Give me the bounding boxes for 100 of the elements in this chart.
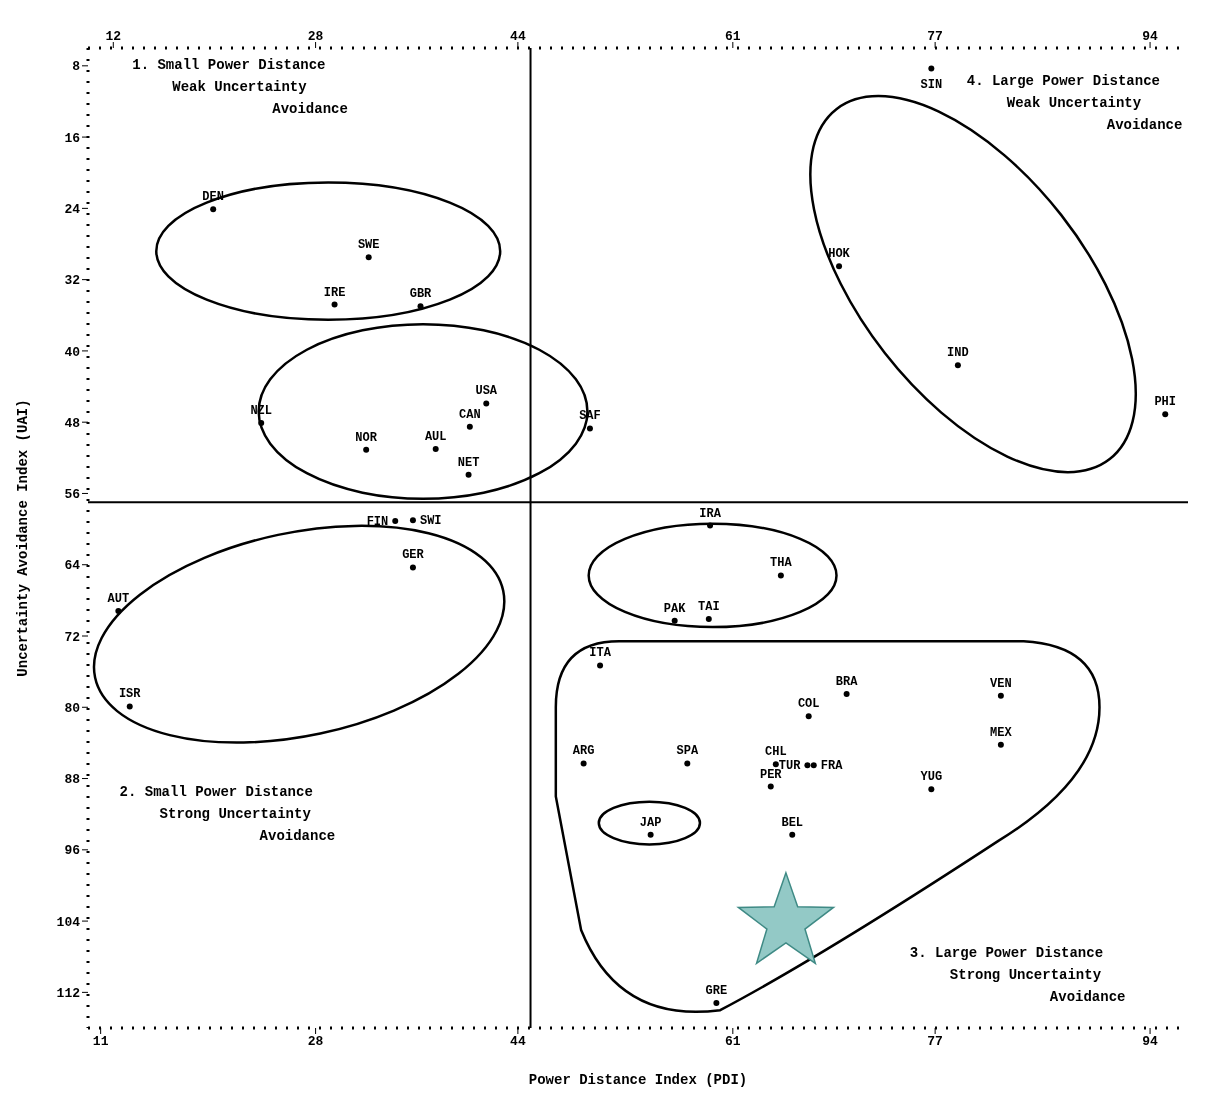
data-label: TAI [698, 600, 720, 615]
data-label: FIN [366, 515, 389, 530]
point [713, 1000, 720, 1007]
y-tick-label: 40 [64, 344, 81, 360]
data-label: ITA [589, 646, 612, 661]
x-tick-label: 28 [307, 1034, 324, 1050]
x-axis-title: Power Distance Index (PDI) [528, 1072, 748, 1088]
point [789, 831, 796, 838]
point [466, 423, 473, 430]
annotation: 3. Large Power Distance Strong Uncertainty Avoidance [909, 944, 1126, 1005]
y-tick-label: 112 [56, 985, 81, 1001]
data-label: COL [797, 697, 820, 712]
y-tick-label: 96 [64, 843, 81, 859]
x2-tick-label: 77 [927, 29, 943, 44]
x2-tick-label: 61 [725, 29, 741, 44]
data-label: GBR [409, 287, 433, 302]
point [432, 445, 439, 452]
point [483, 400, 490, 407]
y-tick-label: 56 [64, 487, 81, 503]
data-label: AUL [424, 429, 447, 444]
annotation: 1. Small Power Distance Weak Uncertainty Avoidance [132, 57, 348, 118]
data-label: PHI [1154, 395, 1177, 410]
point [954, 362, 961, 369]
data-label: CAN [459, 407, 481, 422]
data-label: SIN [920, 78, 943, 93]
x2-tick-label: 28 [307, 29, 324, 44]
point [586, 425, 593, 432]
x-tick-label: 44 [510, 1034, 526, 1050]
y-tick-label: 80 [64, 700, 81, 716]
point [777, 572, 784, 579]
data-label: IRE [323, 285, 346, 300]
data-label: YUG [920, 770, 943, 785]
data-label: ARG [572, 744, 595, 759]
data-label: NOR [355, 430, 378, 445]
data-label: BRA [835, 674, 859, 689]
data-label: USA [475, 384, 498, 399]
data-label: SWI [419, 514, 442, 529]
data-label: GER [402, 548, 425, 563]
point [465, 471, 472, 478]
y-tick-label: 16 [64, 130, 81, 146]
data-label: THA [770, 556, 793, 571]
point [210, 206, 217, 213]
data-label: VEN [990, 676, 1012, 691]
data-label: IRA [699, 506, 722, 521]
point [126, 703, 133, 710]
point [331, 301, 338, 308]
y-tick-label: 32 [64, 273, 81, 289]
x-tick-label: 61 [725, 1034, 741, 1050]
y-axis-title: Uncertainty Avoidance Index (UAI) [14, 399, 31, 677]
point [1162, 411, 1169, 418]
point [409, 564, 416, 571]
data-label: IND [947, 346, 969, 361]
y-tick-label: 48 [64, 415, 81, 431]
point [597, 662, 604, 669]
point [647, 831, 654, 838]
data-label: HOK [828, 247, 851, 262]
data-label: GRE [705, 984, 728, 999]
annotation: 2. Small Power Distance Strong Uncertainty Avoidance [119, 784, 336, 845]
point [705, 616, 712, 623]
point [997, 741, 1004, 748]
point [810, 762, 817, 769]
point [843, 690, 850, 697]
point [363, 446, 370, 453]
point [365, 254, 372, 261]
data-label: NET [457, 455, 480, 470]
y-tick-label: 8 [72, 59, 81, 75]
data-label: MEX [990, 725, 1013, 740]
x-tick-label: 94 [1142, 1034, 1159, 1050]
point [684, 760, 691, 767]
x-tick-label: 11 [92, 1034, 109, 1050]
point [671, 617, 678, 624]
point [409, 517, 416, 524]
point [767, 783, 774, 790]
y-tick-label: 104 [56, 914, 81, 930]
point [580, 760, 587, 767]
x-tick-label: 77 [927, 1034, 943, 1050]
data-label: BEL [781, 815, 804, 830]
data-label: ISR [118, 687, 142, 702]
y-tick-label: 24 [64, 201, 81, 217]
data-label: FRA [820, 759, 844, 774]
annotation: 4. Large Power Distance Weak Uncertainty Avoidance [966, 73, 1183, 134]
data-label: CHL [765, 745, 787, 760]
data-label: SWE [357, 238, 380, 253]
y-tick-label: 88 [64, 772, 81, 788]
x2-tick-label: 94 [1142, 29, 1159, 44]
data-label: JAP [639, 815, 662, 830]
data-label: SPA [676, 744, 699, 759]
point [928, 65, 935, 72]
point [928, 786, 935, 793]
y-tick-label: 72 [64, 629, 81, 645]
point [805, 713, 812, 720]
data-label: PAK [663, 601, 687, 616]
y-tick-label: 64 [64, 558, 81, 574]
data-label: AUT [107, 592, 130, 607]
point [772, 761, 779, 768]
point [997, 692, 1004, 699]
x2-tick-label: 12 [105, 29, 122, 44]
point [392, 518, 399, 525]
point [804, 762, 811, 769]
x2-tick-label: 44 [510, 29, 526, 44]
